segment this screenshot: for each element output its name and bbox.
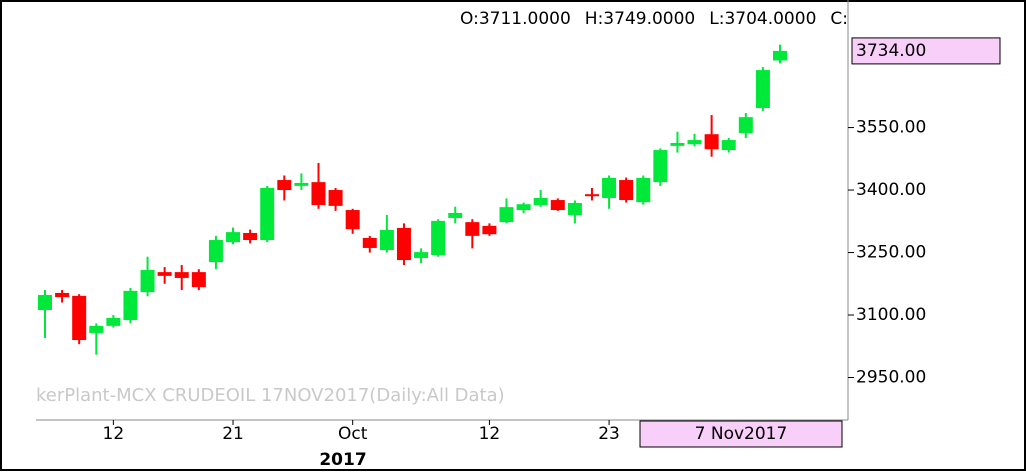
candle-body (362, 237, 377, 248)
candle-body (191, 272, 206, 288)
x-tick-label: 12 (479, 424, 501, 444)
candle-body (38, 295, 52, 311)
candle-body (431, 220, 446, 256)
candle-body (465, 222, 480, 236)
ohlc-header: L:3704.0000 (709, 9, 816, 29)
candle-body (499, 207, 514, 223)
candle-body (602, 177, 617, 198)
candle-body (157, 272, 172, 276)
candle-body (584, 194, 599, 197)
candle-body (636, 177, 651, 203)
x-tick-label: Oct (338, 424, 368, 444)
candle-body (89, 325, 104, 333)
candle-body (55, 292, 70, 298)
year-label: 2017 (319, 450, 366, 470)
ohlc-header: H:3749.0000 (585, 9, 695, 29)
y-tick-label: 3250.00 (856, 243, 926, 263)
candle-body (106, 317, 121, 326)
candle-body (243, 232, 258, 241)
candle-body (208, 240, 223, 263)
candle-body (567, 202, 582, 216)
candle-body (687, 140, 702, 145)
candle-body (396, 227, 411, 261)
last-price-box (851, 37, 1001, 65)
candle-body (773, 50, 787, 61)
candles (38, 44, 787, 355)
candle-body (311, 182, 326, 206)
candle-body (755, 70, 770, 108)
candle-body (550, 200, 565, 211)
x-tick-label: 23 (598, 424, 620, 444)
x-tick-label: 12 (103, 424, 125, 444)
candle-body (140, 270, 155, 293)
ohlc-header: O:3711.0000 (460, 9, 571, 29)
candle-body (72, 295, 87, 341)
crosshair-date: 7 Nov2017 (695, 424, 788, 444)
x-tick-label: 21 (222, 424, 244, 444)
candle-body (482, 225, 497, 235)
candle-body (345, 210, 360, 230)
y-tick-label: 2950.00 (856, 368, 926, 388)
candle-body (448, 212, 463, 218)
candle-body (653, 150, 668, 183)
candle-body (738, 117, 753, 133)
ohlc-header: C: (830, 9, 848, 29)
candle-body (174, 272, 189, 278)
watermark: kerPlant-MCX CRUDEOIL 17NOV2017(Daily:Al… (36, 385, 505, 406)
candle-body (414, 252, 429, 258)
last-price-label: 3734.00 (856, 41, 926, 61)
candle-body (533, 197, 548, 206)
candle-body (721, 140, 736, 151)
candle-body (379, 230, 394, 251)
candle-body (226, 232, 241, 243)
candle-body (704, 134, 719, 150)
candle-body (619, 180, 634, 201)
candle-body (260, 187, 275, 241)
y-tick-label: 3550.00 (856, 118, 926, 138)
candle-body (277, 180, 292, 191)
candle-body (294, 182, 309, 186)
crosshair-date-box (639, 420, 843, 448)
y-tick-label: 3400.00 (856, 180, 926, 200)
candle-body (328, 190, 343, 206)
candle-body (516, 204, 531, 211)
candle-body (123, 290, 138, 321)
y-tick-label: 3100.00 (856, 305, 926, 325)
candle-body (670, 142, 685, 146)
